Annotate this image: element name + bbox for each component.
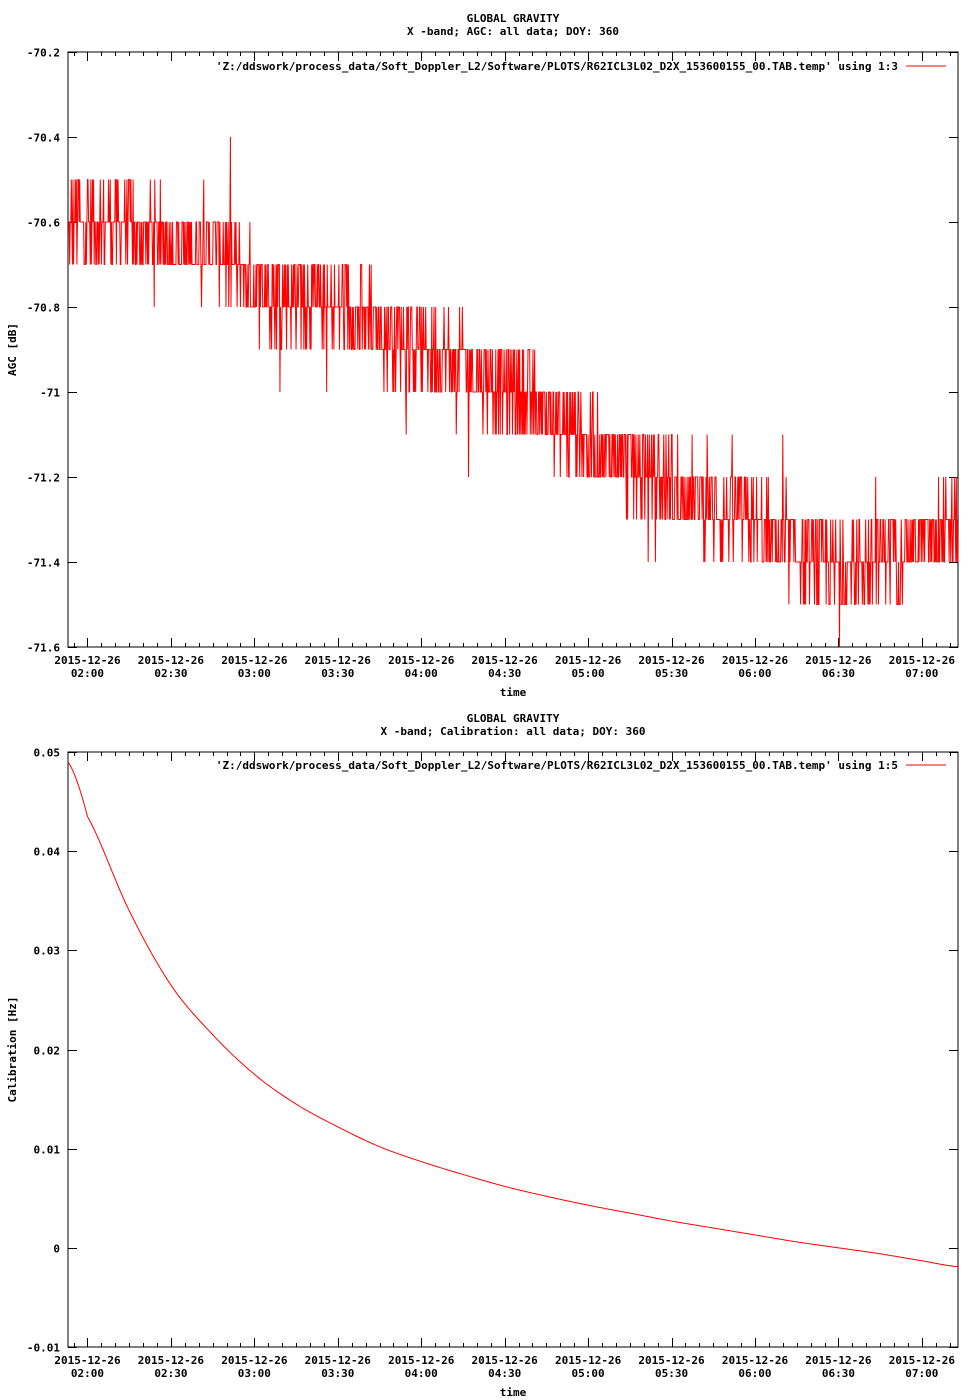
x-tick-label-date: 2015-12-26 [138, 654, 205, 667]
y-tick-label: 0.04 [34, 846, 61, 859]
x-tick-label-time: 06:00 [738, 1367, 771, 1380]
x-tick-label-date: 2015-12-26 [889, 1354, 956, 1367]
x-tick-label-date: 2015-12-26 [221, 654, 288, 667]
y-tick-label: 0.05 [34, 747, 61, 760]
x-tick-label-date: 2015-12-26 [305, 1354, 372, 1367]
x-tick-label-date: 2015-12-26 [472, 654, 539, 667]
x-tick-label-time: 04:30 [488, 667, 521, 680]
x-tick-label-date: 2015-12-26 [305, 654, 372, 667]
y-tick-label: -70.4 [27, 132, 60, 145]
y-tick-label: 0 [53, 1243, 60, 1256]
chart-subtitle: X -band; Calibration: all data; DOY: 360 [381, 725, 646, 738]
y-tick-label: 0.01 [34, 1144, 61, 1157]
x-tick-label-time: 05:30 [655, 667, 688, 680]
series-line [67, 761, 959, 1268]
x-tick-label-date: 2015-12-26 [472, 1354, 539, 1367]
x-tick-label-time: 03:30 [321, 667, 354, 680]
x-tick-label-time: 03:00 [238, 1367, 271, 1380]
x-tick-label-date: 2015-12-26 [138, 1354, 205, 1367]
x-tick-label-time: 06:30 [822, 667, 855, 680]
y-tick-label: -71.6 [27, 642, 60, 655]
x-tick-label-time: 07:00 [905, 667, 938, 680]
plot-frame [67, 751, 959, 1348]
legend-label: 'Z:/ddswork/process_data/Soft_Doppler_L2… [216, 60, 898, 73]
x-tick-label-date: 2015-12-26 [221, 1354, 288, 1367]
chart-title: GLOBAL GRAVITY [467, 12, 560, 25]
y-tick-label: -71.2 [27, 472, 60, 485]
y-tick-label: -71 [40, 387, 60, 400]
x-axis-label: time [500, 1386, 527, 1399]
x-tick-label-time: 05:00 [572, 1367, 605, 1380]
y-tick-label: 0.02 [34, 1045, 61, 1058]
plot-frame [67, 51, 959, 648]
x-tick-label-time: 02:00 [71, 1367, 104, 1380]
x-tick-label-date: 2015-12-26 [555, 1354, 622, 1367]
y-axis-label: Calibration [Hz] [6, 997, 19, 1103]
x-axis-label: time [500, 686, 527, 699]
y-tick-label: -71.4 [27, 557, 60, 570]
x-tick-label-time: 06:00 [738, 667, 771, 680]
x-tick-label-time: 03:30 [321, 1367, 354, 1380]
chart-title: GLOBAL GRAVITY [467, 712, 560, 725]
x-tick-label-date: 2015-12-26 [805, 1354, 872, 1367]
x-tick-label-date: 2015-12-26 [388, 654, 455, 667]
x-tick-label-time: 04:00 [405, 1367, 438, 1380]
series-line [68, 136, 959, 648]
y-axis-label: AGC [dB] [6, 323, 19, 376]
y-tick-label: -70.2 [27, 47, 60, 60]
x-tick-label-time: 02:00 [71, 667, 104, 680]
y-tick-label: 0.03 [34, 945, 61, 958]
x-tick-label-date: 2015-12-26 [722, 1354, 789, 1367]
y-tick-label: -0.01 [27, 1342, 60, 1355]
x-tick-label-date: 2015-12-26 [54, 654, 121, 667]
x-tick-label-date: 2015-12-26 [805, 654, 872, 667]
x-tick-label-date: 2015-12-26 [555, 654, 622, 667]
x-tick-label-date: 2015-12-26 [638, 1354, 705, 1367]
x-tick-label-time: 04:30 [488, 1367, 521, 1380]
x-tick-label-date: 2015-12-26 [889, 654, 956, 667]
x-tick-label-time: 05:00 [572, 667, 605, 680]
x-tick-label-time: 07:00 [905, 1367, 938, 1380]
x-tick-label-time: 02:30 [154, 667, 187, 680]
x-tick-label-time: 06:30 [822, 1367, 855, 1380]
x-tick-label-date: 2015-12-26 [638, 654, 705, 667]
x-tick-label-date: 2015-12-26 [54, 1354, 121, 1367]
y-tick-label: -70.8 [27, 302, 60, 315]
x-tick-label-time: 02:30 [154, 1367, 187, 1380]
y-tick-label: -70.6 [27, 217, 60, 230]
x-tick-label-time: 04:00 [405, 667, 438, 680]
x-tick-label-time: 03:00 [238, 667, 271, 680]
x-tick-label-time: 05:30 [655, 1367, 688, 1380]
x-tick-label-date: 2015-12-26 [722, 654, 789, 667]
x-tick-label-date: 2015-12-26 [388, 1354, 455, 1367]
legend-label: 'Z:/ddswork/process_data/Soft_Doppler_L2… [216, 759, 898, 772]
chart-subtitle: X -band; AGC: all data; DOY: 360 [407, 25, 619, 38]
